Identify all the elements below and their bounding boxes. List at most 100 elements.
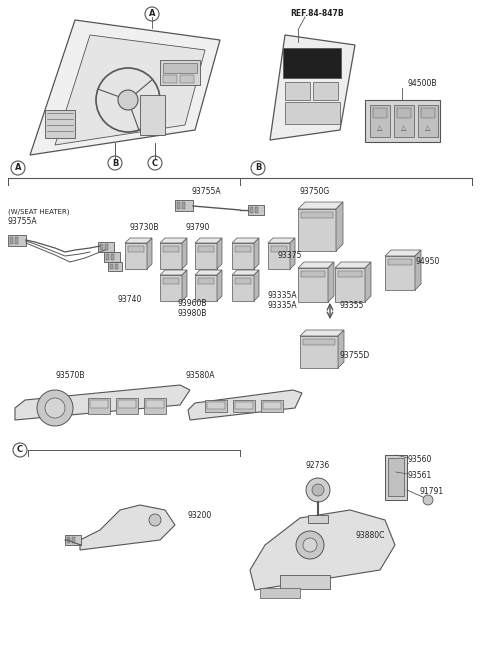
Bar xyxy=(88,398,110,414)
Polygon shape xyxy=(300,330,344,336)
Polygon shape xyxy=(160,243,182,269)
Polygon shape xyxy=(160,238,187,243)
Bar xyxy=(128,246,144,252)
Circle shape xyxy=(296,531,324,559)
Polygon shape xyxy=(217,238,222,269)
Polygon shape xyxy=(365,262,371,302)
Polygon shape xyxy=(160,275,182,301)
Bar xyxy=(8,235,26,246)
Polygon shape xyxy=(217,270,222,301)
Text: 94500B: 94500B xyxy=(407,79,436,88)
Text: 93580A: 93580A xyxy=(185,371,215,379)
Polygon shape xyxy=(195,243,217,269)
Text: 93561: 93561 xyxy=(408,472,432,481)
Bar xyxy=(115,264,118,269)
Text: △: △ xyxy=(425,125,431,131)
Text: 93335A: 93335A xyxy=(268,291,298,299)
Polygon shape xyxy=(160,270,187,275)
Polygon shape xyxy=(328,262,334,302)
Bar xyxy=(205,400,227,412)
Text: 93960B: 93960B xyxy=(178,299,207,309)
Text: 93375: 93375 xyxy=(278,252,302,261)
Bar xyxy=(271,246,287,252)
Polygon shape xyxy=(182,270,187,301)
Text: 93755D: 93755D xyxy=(340,350,370,360)
Bar xyxy=(248,205,264,215)
Bar xyxy=(100,244,103,250)
Text: 93355: 93355 xyxy=(340,301,364,310)
Bar xyxy=(163,278,179,284)
Text: 93560: 93560 xyxy=(408,455,432,464)
Bar xyxy=(338,271,362,277)
Circle shape xyxy=(423,495,433,505)
Polygon shape xyxy=(270,35,355,140)
Circle shape xyxy=(303,538,317,552)
Bar xyxy=(98,242,114,252)
Polygon shape xyxy=(15,385,190,420)
Text: 93755A: 93755A xyxy=(192,187,222,196)
Polygon shape xyxy=(298,268,328,302)
Bar xyxy=(394,105,414,137)
Bar xyxy=(45,110,75,138)
Polygon shape xyxy=(125,243,147,269)
Bar xyxy=(418,105,438,137)
Circle shape xyxy=(149,514,161,526)
Bar xyxy=(370,105,390,137)
Bar xyxy=(180,75,194,83)
Polygon shape xyxy=(298,209,336,251)
Text: 93755A: 93755A xyxy=(8,217,37,227)
Polygon shape xyxy=(268,243,290,269)
Text: 93790: 93790 xyxy=(185,223,209,233)
Bar xyxy=(233,400,255,412)
Polygon shape xyxy=(336,202,343,251)
Polygon shape xyxy=(232,270,259,275)
Text: △: △ xyxy=(377,125,383,131)
Bar xyxy=(146,400,164,408)
Bar xyxy=(280,575,330,589)
Bar xyxy=(388,259,412,265)
Text: 94950: 94950 xyxy=(416,257,440,267)
Bar xyxy=(250,207,253,213)
Polygon shape xyxy=(298,202,343,209)
Bar xyxy=(255,207,258,213)
Polygon shape xyxy=(195,238,222,243)
Polygon shape xyxy=(338,330,344,368)
Bar xyxy=(385,455,407,500)
Bar xyxy=(144,398,166,414)
Bar xyxy=(235,278,251,284)
Circle shape xyxy=(118,90,138,110)
Text: 93980B: 93980B xyxy=(178,309,207,318)
Circle shape xyxy=(45,398,65,418)
Text: 93880C: 93880C xyxy=(355,531,384,540)
Bar xyxy=(397,108,411,118)
Bar xyxy=(65,535,81,545)
Bar xyxy=(301,212,333,218)
Bar xyxy=(235,402,253,409)
Polygon shape xyxy=(335,268,365,302)
Bar xyxy=(421,108,435,118)
Bar xyxy=(285,102,340,124)
Polygon shape xyxy=(254,270,259,301)
Bar xyxy=(175,200,193,211)
Polygon shape xyxy=(80,505,175,550)
Bar xyxy=(72,537,75,543)
Text: C: C xyxy=(152,159,158,168)
Bar xyxy=(308,515,328,523)
Text: 93570B: 93570B xyxy=(55,371,84,379)
Text: 92736: 92736 xyxy=(305,460,329,470)
Polygon shape xyxy=(30,20,220,155)
Bar xyxy=(177,202,180,209)
Bar xyxy=(15,237,18,244)
Bar xyxy=(373,108,387,118)
Polygon shape xyxy=(385,256,415,290)
Polygon shape xyxy=(290,238,295,269)
Bar xyxy=(140,95,165,135)
Bar xyxy=(261,400,283,412)
Bar xyxy=(67,537,70,543)
Polygon shape xyxy=(195,275,217,301)
Text: A: A xyxy=(15,164,21,172)
Text: △: △ xyxy=(401,125,407,131)
Bar xyxy=(116,398,138,414)
Text: A: A xyxy=(149,10,155,18)
Bar xyxy=(104,252,120,262)
